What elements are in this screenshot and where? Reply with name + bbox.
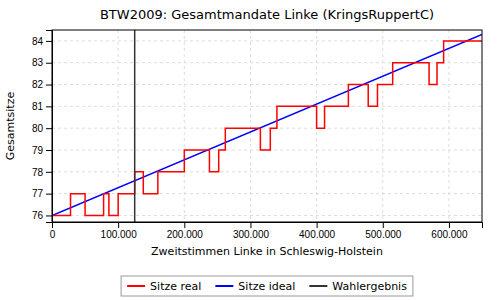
tick: 100.000 <box>101 222 138 240</box>
tick: 80 <box>32 123 52 134</box>
marks <box>52 30 482 222</box>
grid-line <box>52 106 482 107</box>
tick-label: 83 <box>32 57 44 68</box>
tick-mark <box>184 222 185 228</box>
tick-mark <box>46 215 52 216</box>
legend-swatch <box>309 285 327 287</box>
tick: 78 <box>32 167 52 178</box>
tick-mark <box>317 222 318 228</box>
tick: 400.000 <box>299 222 336 240</box>
legend-item: Sitze real <box>127 280 201 293</box>
tick-label: 84 <box>32 36 44 47</box>
tick: 83 <box>32 57 52 68</box>
legend-label: Wahlergebnis <box>332 280 407 293</box>
tick-mark <box>118 222 119 228</box>
tick-mark <box>46 41 52 42</box>
tick-label: 81 <box>32 101 44 112</box>
tick-mark <box>46 106 52 107</box>
tick: 79 <box>32 145 52 156</box>
tick-mark <box>449 222 450 228</box>
tick-mark <box>46 194 52 195</box>
axis-line <box>46 31 53 223</box>
grid-line <box>52 84 482 85</box>
grid-line <box>52 171 482 172</box>
line <box>52 41 482 216</box>
grid-line <box>52 40 482 41</box>
legend-item: Sitze ideal <box>215 280 295 293</box>
plot: 0 100.000 200.000 300.000 400.000 500.000 600.… <box>32 30 483 240</box>
axis-line <box>53 223 483 229</box>
chart: 0 100.000 200.000 300.000 400.000 500.000 600.… <box>0 0 500 300</box>
tick: 500.000 <box>365 222 402 240</box>
tick: 0 <box>50 222 56 240</box>
legend-box <box>121 276 413 296</box>
grid-y <box>52 41 482 216</box>
tick: 82 <box>32 79 52 90</box>
tick: 200.000 <box>167 222 204 240</box>
y-axis-title: Gesamtsitze <box>4 92 17 161</box>
vertical-line <box>134 30 136 222</box>
tick: 300.000 <box>233 222 270 240</box>
plot-frame <box>52 30 482 222</box>
tick-label: 100.000 <box>101 229 138 240</box>
tick-label: 82 <box>32 79 44 90</box>
tick-label: 200.000 <box>167 229 204 240</box>
tick: 600.000 <box>431 222 468 240</box>
tick: 76 <box>32 210 52 221</box>
tick-label: 78 <box>32 167 44 178</box>
tick-mark <box>46 128 52 129</box>
x-axis: 0 100.000 200.000 300.000 400.000 500.000 600.… <box>50 222 483 240</box>
tick-mark <box>46 172 52 173</box>
tick-label: 76 <box>32 210 44 221</box>
tick-mark <box>46 63 52 64</box>
x-axis-title: Zweitstimmen Linke in Schleswig-Holstein <box>151 245 383 258</box>
legend-label: Sitze ideal <box>238 280 295 293</box>
tick: 81 <box>32 101 52 112</box>
tick-label: 80 <box>32 123 44 134</box>
legend: Sitze real Sitze ideal Wahlergebnis <box>121 276 413 296</box>
legend-item: Wahlergebnis <box>309 280 407 293</box>
tick-label: 0 <box>50 229 56 240</box>
tick-mark <box>250 222 251 228</box>
tick-mark <box>46 150 52 151</box>
tick-mark <box>383 222 384 228</box>
tick: 84 <box>32 36 52 47</box>
tick-label: 300.000 <box>233 229 270 240</box>
legend-swatch <box>215 285 233 287</box>
tick: 77 <box>32 188 52 199</box>
tick-label: 77 <box>32 188 44 199</box>
tick-label: 400.000 <box>299 229 336 240</box>
legend-label: Sitze real <box>150 280 201 293</box>
legend-swatch <box>127 285 145 287</box>
tick-label: 600.000 <box>431 229 468 240</box>
tick-label: 79 <box>32 145 44 156</box>
tick-label: 500.000 <box>365 229 402 240</box>
tick-mark <box>46 85 52 86</box>
title: BTW2009: Gesamtmandate Linke (KringsRupp… <box>100 7 434 22</box>
line <box>52 34 482 215</box>
grid-line <box>52 193 482 194</box>
y-axis: 76 77 78 79 80 81 82 83 84 <box>32 31 53 223</box>
grid-line <box>52 128 482 129</box>
